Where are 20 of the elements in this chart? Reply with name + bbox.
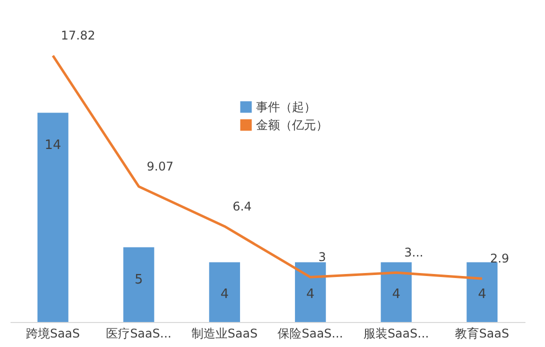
data-label: 4 [220,287,229,302]
data-label: 2.9 [490,252,510,266]
data-label: 14 [44,138,62,153]
x-tick-label: 医疗SaaS... [106,326,172,340]
data-label: 3 [318,250,326,264]
data-label: 4 [306,287,315,302]
x-tick-label: 服装SaaS... [364,326,429,340]
x-tick-label: 教育SaaS [455,326,510,340]
data-label: 4 [392,287,400,302]
data-label: 5 [134,272,143,288]
data-label: 9.07 [146,159,174,174]
x-tick-label: 保险SaaS... [278,326,344,340]
data-label: 4 [478,287,486,302]
data-label: 6.4 [232,199,252,214]
x-tick-label: 制造业SaaS [192,326,258,340]
x-tick-label: 跨境SaaS [26,326,80,340]
legend-label: 金额（亿元） [256,118,328,132]
data-label: 17.82 [60,28,96,43]
data-label: 3... [404,246,424,260]
legend-label: 事件（起） [256,100,316,114]
